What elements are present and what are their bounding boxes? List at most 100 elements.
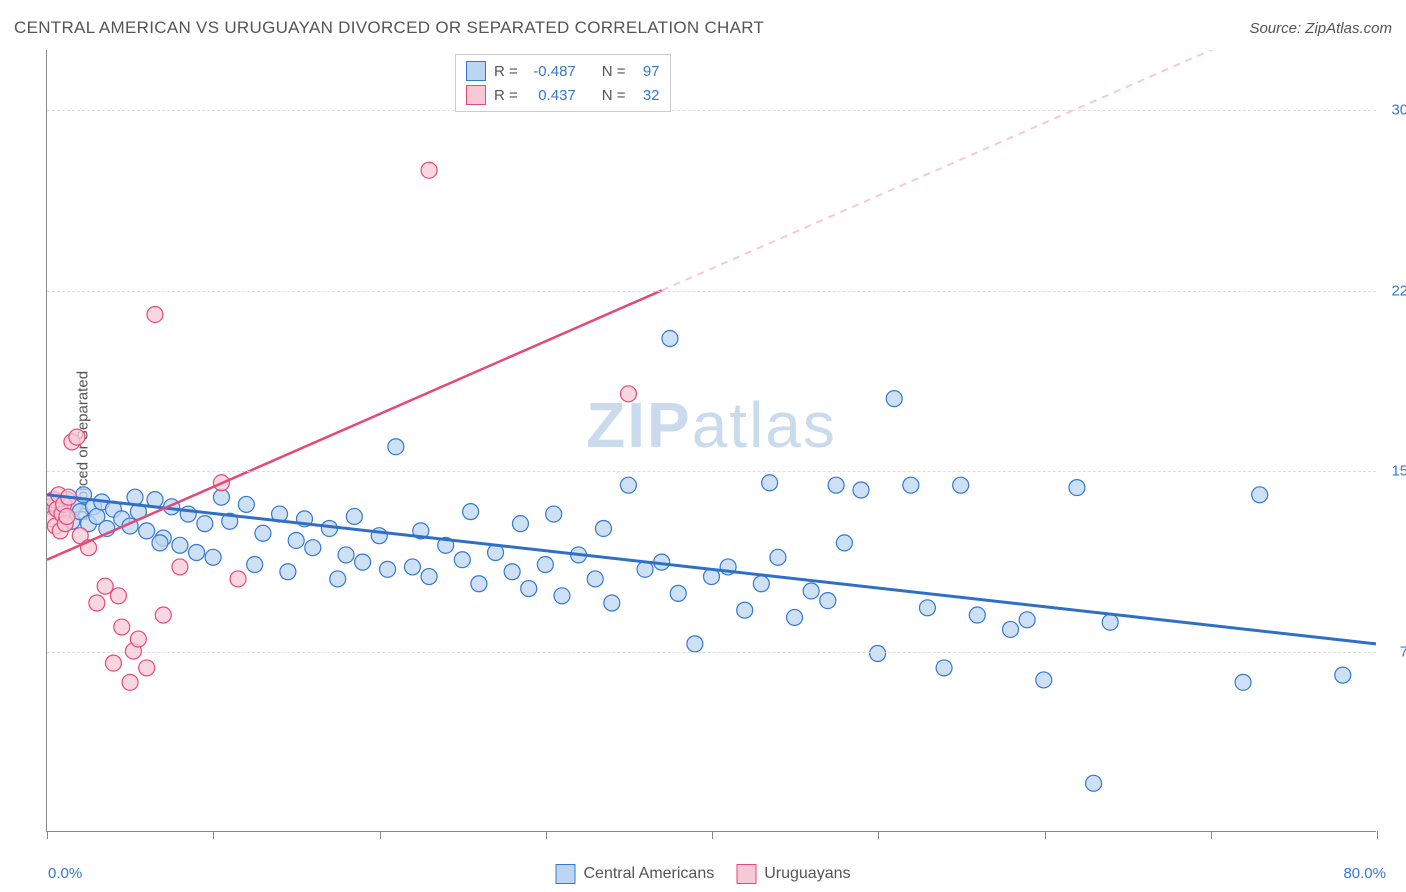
scatter-point — [139, 523, 155, 539]
scatter-point — [587, 571, 603, 587]
x-tick — [1045, 831, 1046, 839]
r-label: R = — [494, 87, 518, 104]
legend-swatch — [736, 864, 756, 884]
scatter-point — [762, 475, 778, 491]
trend-line-dashed — [662, 50, 1376, 290]
scatter-point — [1069, 480, 1085, 496]
scatter-point — [139, 660, 155, 676]
scatter-point — [521, 581, 537, 597]
n-value: 97 — [634, 63, 660, 80]
r-value: -0.487 — [526, 63, 576, 80]
scatter-point — [238, 496, 254, 512]
scatter-point — [189, 545, 205, 561]
n-value: 32 — [634, 87, 660, 104]
scatter-point — [853, 482, 869, 498]
r-label: R = — [494, 63, 518, 80]
scatter-point — [213, 489, 229, 505]
scatter-point — [105, 655, 121, 671]
scatter-point — [1252, 487, 1268, 503]
scatter-point — [1086, 775, 1102, 791]
scatter-point — [155, 607, 171, 623]
scatter-point — [836, 535, 852, 551]
x-tick — [1377, 831, 1378, 839]
scatter-point — [471, 576, 487, 592]
y-tick-label: 15.0% — [1391, 463, 1406, 480]
chart-svg — [47, 50, 1376, 831]
legend-label: Central Americans — [584, 865, 715, 883]
scatter-point — [1235, 674, 1251, 690]
x-axis-min-label: 0.0% — [48, 865, 82, 882]
n-label: N = — [602, 63, 626, 80]
legend-swatch — [556, 864, 576, 884]
legend-item: Central Americans — [556, 864, 715, 884]
scatter-point — [662, 331, 678, 347]
scatter-point — [197, 516, 213, 532]
scatter-point — [280, 564, 296, 580]
x-tick — [213, 831, 214, 839]
scatter-point — [180, 506, 196, 522]
gridline — [47, 471, 1376, 472]
scatter-point — [620, 477, 636, 493]
scatter-point — [596, 520, 612, 536]
x-axis-max-label: 80.0% — [1343, 865, 1386, 882]
chart-source: Source: ZipAtlas.com — [1249, 20, 1392, 37]
y-tick-label: 7.5% — [1400, 643, 1406, 660]
scatter-point — [604, 595, 620, 611]
gridline — [47, 110, 1376, 111]
scatter-point — [870, 645, 886, 661]
scatter-point — [346, 508, 362, 524]
scatter-point — [753, 576, 769, 592]
trend-line — [47, 495, 1376, 644]
scatter-point — [1102, 614, 1118, 630]
scatter-point — [803, 583, 819, 599]
stats-legend-row: R = -0.487 N = 97 — [466, 59, 660, 83]
r-value: 0.437 — [526, 87, 576, 104]
scatter-point — [919, 600, 935, 616]
scatter-point — [247, 557, 263, 573]
scatter-point — [554, 588, 570, 604]
scatter-point — [1003, 621, 1019, 637]
series-legend: Central Americans Uruguayans — [556, 864, 851, 884]
scatter-point — [1036, 672, 1052, 688]
stats-legend-row: R = 0.437 N = 32 — [466, 83, 660, 107]
scatter-point — [69, 429, 85, 445]
scatter-point — [388, 439, 404, 455]
scatter-point — [828, 477, 844, 493]
scatter-point — [122, 674, 138, 690]
scatter-point — [147, 306, 163, 322]
scatter-point — [670, 585, 686, 601]
scatter-point — [288, 532, 304, 548]
y-tick-label: 30.0% — [1391, 102, 1406, 119]
x-tick — [1211, 831, 1212, 839]
legend-item: Uruguayans — [736, 864, 850, 884]
stats-legend: R = -0.487 N = 97 R = 0.437 N = 32 — [455, 54, 671, 112]
scatter-point — [537, 557, 553, 573]
y-tick-label: 22.5% — [1391, 282, 1406, 299]
scatter-point — [205, 549, 221, 565]
n-label: N = — [602, 87, 626, 104]
scatter-point — [89, 595, 105, 611]
scatter-point — [1335, 667, 1351, 683]
scatter-point — [404, 559, 420, 575]
gridline — [47, 291, 1376, 292]
gridline — [47, 652, 1376, 653]
scatter-point — [953, 477, 969, 493]
scatter-point — [504, 564, 520, 580]
scatter-point — [152, 535, 168, 551]
scatter-point — [421, 569, 437, 585]
scatter-point — [110, 588, 126, 604]
scatter-point — [130, 631, 146, 647]
scatter-point — [338, 547, 354, 563]
scatter-point — [255, 525, 271, 541]
scatter-point — [687, 636, 703, 652]
scatter-point — [230, 571, 246, 587]
legend-swatch — [466, 85, 486, 105]
scatter-point — [737, 602, 753, 618]
scatter-point — [421, 162, 437, 178]
scatter-point — [546, 506, 562, 522]
scatter-point — [97, 578, 113, 594]
legend-label: Uruguayans — [764, 865, 850, 883]
scatter-point — [355, 554, 371, 570]
scatter-point — [820, 593, 836, 609]
scatter-point — [454, 552, 470, 568]
